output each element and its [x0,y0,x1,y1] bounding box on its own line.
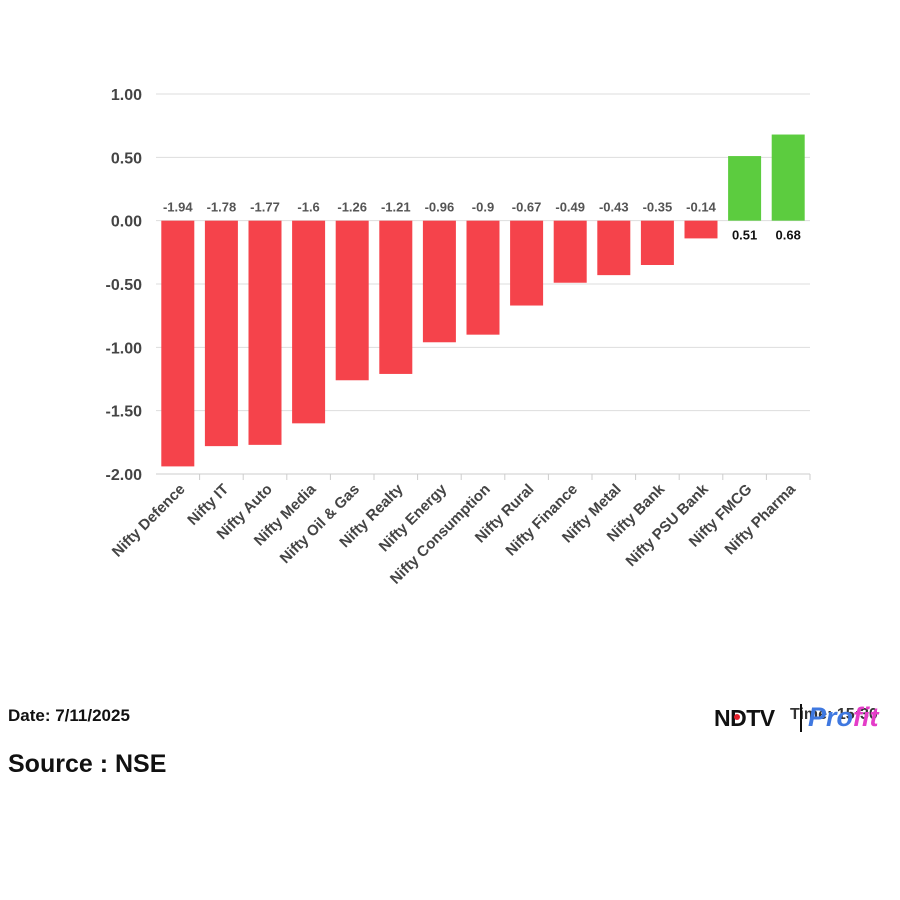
logo-profit-text: Profit [808,702,879,732]
y-tick-label: -2.00 [106,467,143,484]
bar [728,156,762,221]
data-label: -0.35 [643,200,673,215]
y-tick-label: -1.00 [106,340,143,357]
data-label: 0.68 [776,228,801,243]
bar [422,220,456,343]
bar [510,220,544,306]
data-label: -0.49 [555,200,585,215]
ndtv-profit-logo: NDTV Time: 15:30 Profit [714,702,894,736]
data-label: 0.51 [732,228,757,243]
logo-ndtv-text: NDTV [714,705,775,731]
source-label: Source : NSE [8,750,167,778]
y-tick-label: 1.00 [111,87,142,104]
x-category-label: Nifty Defence [109,481,189,561]
bar [597,220,631,276]
time-label: Time: 15:30 [790,706,878,723]
data-label: -0.14 [686,200,716,215]
bar [335,220,369,381]
data-label: -1.21 [381,200,411,215]
bar [161,220,195,467]
y-tick-label: -1.50 [106,404,143,421]
bar [379,220,413,374]
bar [466,220,500,335]
y-tick-label: 0.00 [111,214,142,231]
logo-red-dot [734,714,740,720]
sector-bar-chart: 1.00 0.50 0.00 -0.50 -1.00 -1.50 -2.00 -1.94 Nif… [106,87,811,588]
data-label: -1.78 [207,200,237,215]
bar [640,220,674,265]
y-tick-label: -0.50 [106,277,143,294]
bar [553,220,587,283]
data-label: -1.6 [297,200,319,215]
bar [771,134,805,221]
bar [248,220,282,445]
data-label: -0.96 [425,200,455,215]
y-tick-label: 0.50 [111,150,142,167]
data-label: -1.94 [163,200,193,215]
data-label: -0.67 [512,200,542,215]
data-label: -1.77 [250,200,280,215]
logo-divider [800,704,802,732]
bar [204,220,238,447]
date-label: Date: 7/11/2025 [8,706,130,725]
data-label: -1.26 [337,200,367,215]
data-label: -0.9 [472,200,494,215]
bar [684,220,718,239]
bar [292,220,326,424]
data-label: -0.43 [599,200,629,215]
